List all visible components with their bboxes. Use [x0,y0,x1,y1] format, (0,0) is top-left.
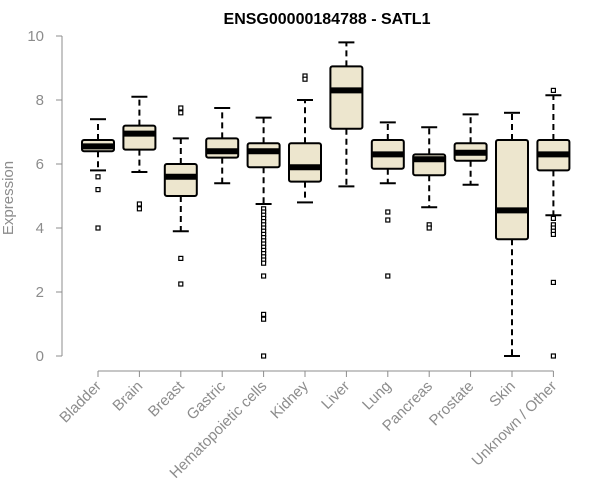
y-tick-label: 0 [36,348,44,365]
x-category-label: Bladder [56,378,105,427]
boxes [81,41,571,359]
outlier-point [261,273,267,279]
outlier-point [136,206,142,212]
outlier-point [385,217,391,223]
box-iqr [288,142,322,183]
outlier-point [550,215,557,221]
x-category-label: Breast [145,377,188,420]
outlier-point [261,353,267,359]
box-iqr [329,65,364,130]
box-group [370,121,405,279]
box-iqr [495,139,529,241]
box-group [81,118,115,231]
box-group [246,116,281,359]
chart-title: ENSG00000184788 - SATL1 [224,11,431,28]
box-group [495,111,529,357]
outlier-point [550,353,557,359]
box-group [329,41,364,188]
outlier-point [426,225,432,231]
outlier-point [95,225,101,231]
outlier-point [261,316,267,322]
outlier-point [178,281,184,287]
outlier-point [550,231,557,237]
y-tick-label: 6 [36,156,44,173]
box-iqr [122,124,157,151]
box-group [288,73,322,204]
outlier-point [261,260,267,266]
outlier-point [385,273,391,279]
y-axis-label: Expression [0,161,17,235]
box-iqr [246,142,281,169]
outlier-point [550,279,557,285]
x-category-label: Liver [318,378,353,413]
outlier-point [178,255,184,261]
box-group [536,87,571,359]
x-category-label: Kidney [267,377,312,422]
y-tick-label: 10 [27,28,44,45]
y-tick-label: 2 [36,284,44,301]
box-iqr [205,137,240,159]
outlier-point [550,87,557,94]
outlier-point [178,105,184,111]
outlier-point [95,187,101,193]
outlier-point [261,311,267,317]
x-category-label: Skin [486,378,519,411]
outlier-point [385,209,391,215]
y-tick-label: 8 [36,92,44,109]
x-category-label: Lung [359,378,395,414]
outlier-point [95,174,101,180]
box-group [163,105,198,287]
x-category-label: Prostate [426,378,478,430]
box-group [122,95,157,212]
outlier-point [302,76,308,82]
box-group [412,126,447,231]
box-group [453,113,488,186]
box-group [205,107,240,185]
box-iqr [163,163,198,197]
y-tick-label: 4 [36,220,44,237]
outlier-point [136,201,142,207]
x-category-label: Brain [109,378,146,415]
outlier-point [178,110,184,116]
